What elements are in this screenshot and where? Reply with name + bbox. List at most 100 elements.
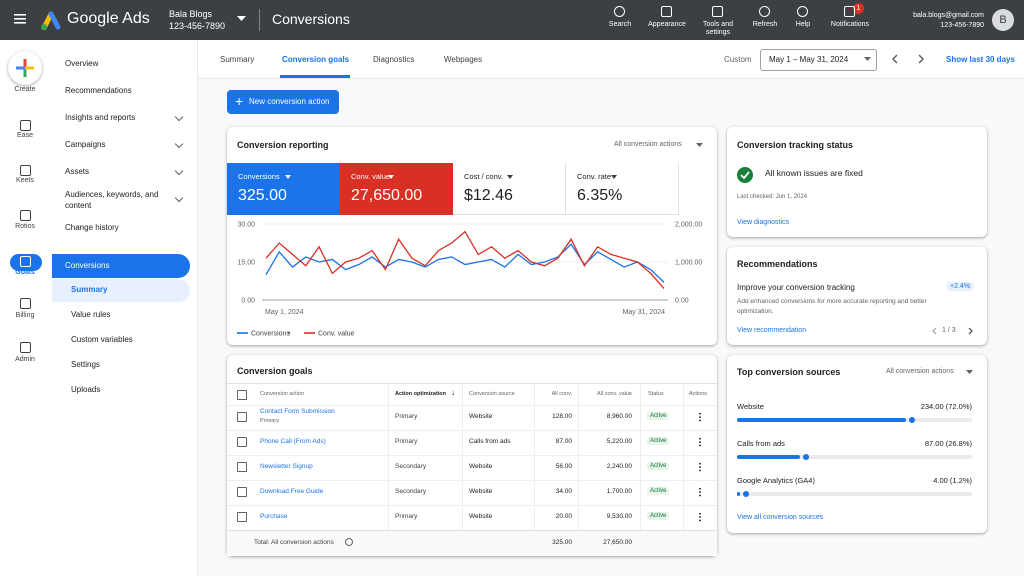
column-header: Conversion action bbox=[260, 391, 305, 397]
pager-prev[interactable] bbox=[931, 327, 937, 335]
y2-tick-label: 0.00 bbox=[675, 298, 689, 305]
bar bbox=[737, 418, 907, 422]
all-conv: 34.00 bbox=[555, 488, 572, 495]
nav-item[interactable]: Conversions bbox=[65, 261, 110, 270]
action-icon[interactable] bbox=[797, 6, 808, 17]
nav-item[interactable]: Insights and reports bbox=[65, 113, 136, 122]
card-title: Recommendations bbox=[737, 259, 818, 269]
nav-item[interactable]: Assets bbox=[65, 167, 90, 176]
rail-icon[interactable] bbox=[20, 210, 31, 221]
subnav-item[interactable]: Custom variables bbox=[71, 335, 133, 344]
action-icon[interactable] bbox=[712, 6, 723, 17]
recommendations-card: Recommendations Improve your conversion … bbox=[727, 247, 987, 345]
col-divider bbox=[534, 384, 535, 556]
legend-label: Conv. value bbox=[318, 331, 355, 338]
subnav-item[interactable]: Settings bbox=[71, 360, 100, 369]
rail-label[interactable]: Create bbox=[14, 86, 36, 93]
more-menu[interactable] bbox=[699, 412, 701, 422]
tab[interactable]: Webpages bbox=[444, 55, 483, 64]
action-icon[interactable] bbox=[661, 6, 672, 17]
status-badge: Active bbox=[647, 462, 670, 470]
subnav-item[interactable]: Summary bbox=[71, 285, 108, 294]
nav-item[interactable]: Campaigns bbox=[65, 140, 106, 149]
subnav-item[interactable]: Uploads bbox=[71, 385, 101, 394]
action-icon[interactable] bbox=[844, 6, 855, 17]
nav-item[interactable]: Change history bbox=[65, 223, 119, 232]
checkbox[interactable] bbox=[237, 390, 247, 400]
y2-tick-label: 1,000.00 bbox=[675, 260, 702, 267]
pager-next[interactable] bbox=[968, 327, 974, 335]
rail-icon[interactable] bbox=[20, 120, 31, 131]
action-label[interactable]: Appearance bbox=[648, 21, 686, 28]
rail-icon[interactable] bbox=[20, 165, 31, 176]
rail-label[interactable]: Ease bbox=[17, 132, 33, 139]
rail-label[interactable]: Goals bbox=[15, 269, 35, 276]
action-label[interactable]: Help bbox=[795, 21, 811, 28]
source-value: 234.00 (72.0%) bbox=[920, 402, 972, 411]
rail-icon[interactable] bbox=[20, 342, 31, 353]
checkbox[interactable] bbox=[237, 462, 247, 472]
action-icon[interactable] bbox=[759, 6, 770, 17]
checkbox[interactable] bbox=[237, 437, 247, 447]
subnav-item[interactable]: Value rules bbox=[71, 310, 111, 319]
rail-label[interactable]: Billing bbox=[15, 312, 35, 319]
filter[interactable]: All conversion actions bbox=[886, 368, 954, 375]
all-conv-value: 1,700.00 bbox=[606, 488, 632, 495]
date-range[interactable]: May 1 – May 31, 2024 bbox=[760, 49, 877, 71]
metric-caret bbox=[388, 175, 394, 179]
nav-item[interactable]: Audiences, keywords, and content bbox=[65, 190, 159, 210]
checkbox[interactable] bbox=[237, 487, 247, 497]
status-badge: Active bbox=[647, 512, 670, 520]
metric-caret bbox=[507, 175, 513, 179]
tab[interactable]: Summary bbox=[220, 55, 255, 64]
column-header: Status bbox=[648, 391, 664, 397]
new-button[interactable]: + New conversion action bbox=[227, 90, 339, 114]
filter[interactable]: All conversion actions bbox=[614, 141, 682, 148]
action-label[interactable]: Notifications bbox=[830, 21, 870, 28]
action-label[interactable]: Search bbox=[608, 21, 632, 28]
checkbox[interactable] bbox=[237, 412, 247, 422]
link[interactable]: View all conversion sources bbox=[737, 514, 824, 521]
action-link[interactable]: Download Free Guide bbox=[260, 488, 324, 495]
show-last-30[interactable]: Show last 30 days bbox=[946, 55, 1015, 64]
action-sub: Primary bbox=[260, 418, 279, 424]
action-label[interactable]: Tools and settings bbox=[703, 21, 733, 36]
tab[interactable]: Diagnostics bbox=[373, 55, 415, 64]
tab-underline bbox=[280, 75, 350, 78]
account-caret[interactable] bbox=[237, 16, 246, 22]
menu-icon[interactable] bbox=[14, 14, 26, 24]
more-menu[interactable] bbox=[699, 437, 701, 447]
rail-label[interactable]: Keets bbox=[16, 177, 34, 184]
more-menu[interactable] bbox=[699, 462, 701, 472]
metric-tile[interactable]: Cost / conv. $12.46 bbox=[453, 163, 566, 215]
action-label[interactable]: Refresh bbox=[752, 21, 778, 28]
date-mode: Custom bbox=[724, 55, 752, 64]
row-divider bbox=[227, 530, 717, 531]
rail-icon[interactable] bbox=[20, 256, 31, 267]
rail-label[interactable]: Admin bbox=[15, 356, 35, 363]
y-tick-label: 15.00 bbox=[237, 260, 255, 267]
metric-tile[interactable]: Conversions 325.00 bbox=[227, 163, 340, 215]
action-link[interactable]: Contact Form Submission bbox=[260, 408, 335, 415]
action-link[interactable]: Newsletter Signup bbox=[260, 463, 313, 470]
metric-tile[interactable]: Conv. rate 6.35% bbox=[566, 163, 679, 215]
action-icon[interactable] bbox=[614, 6, 625, 17]
tab[interactable]: Conversion goals bbox=[282, 55, 350, 64]
next-arrow[interactable] bbox=[917, 54, 925, 64]
nav-item[interactable]: Recommendations bbox=[65, 86, 132, 95]
rail-icon[interactable] bbox=[20, 298, 31, 309]
nav-item[interactable]: Overview bbox=[65, 59, 99, 68]
rail-label[interactable]: Rotios bbox=[15, 223, 35, 230]
more-menu[interactable] bbox=[699, 512, 701, 522]
metric-tile[interactable]: Conv. value 27,650.00 bbox=[340, 163, 453, 215]
source: Website bbox=[469, 463, 493, 470]
action-link[interactable]: Phone Call (From Ads) bbox=[260, 438, 326, 445]
more-menu[interactable] bbox=[699, 487, 701, 497]
account-name[interactable]: Bala Blogs bbox=[169, 9, 213, 19]
prev-arrow[interactable] bbox=[891, 54, 899, 64]
avatar[interactable]: B bbox=[992, 9, 1014, 31]
action-link[interactable]: Purchase bbox=[260, 513, 288, 520]
link[interactable]: View diagnostics bbox=[737, 219, 790, 226]
checkbox[interactable] bbox=[237, 512, 247, 522]
link[interactable]: View recommendation bbox=[737, 327, 807, 334]
